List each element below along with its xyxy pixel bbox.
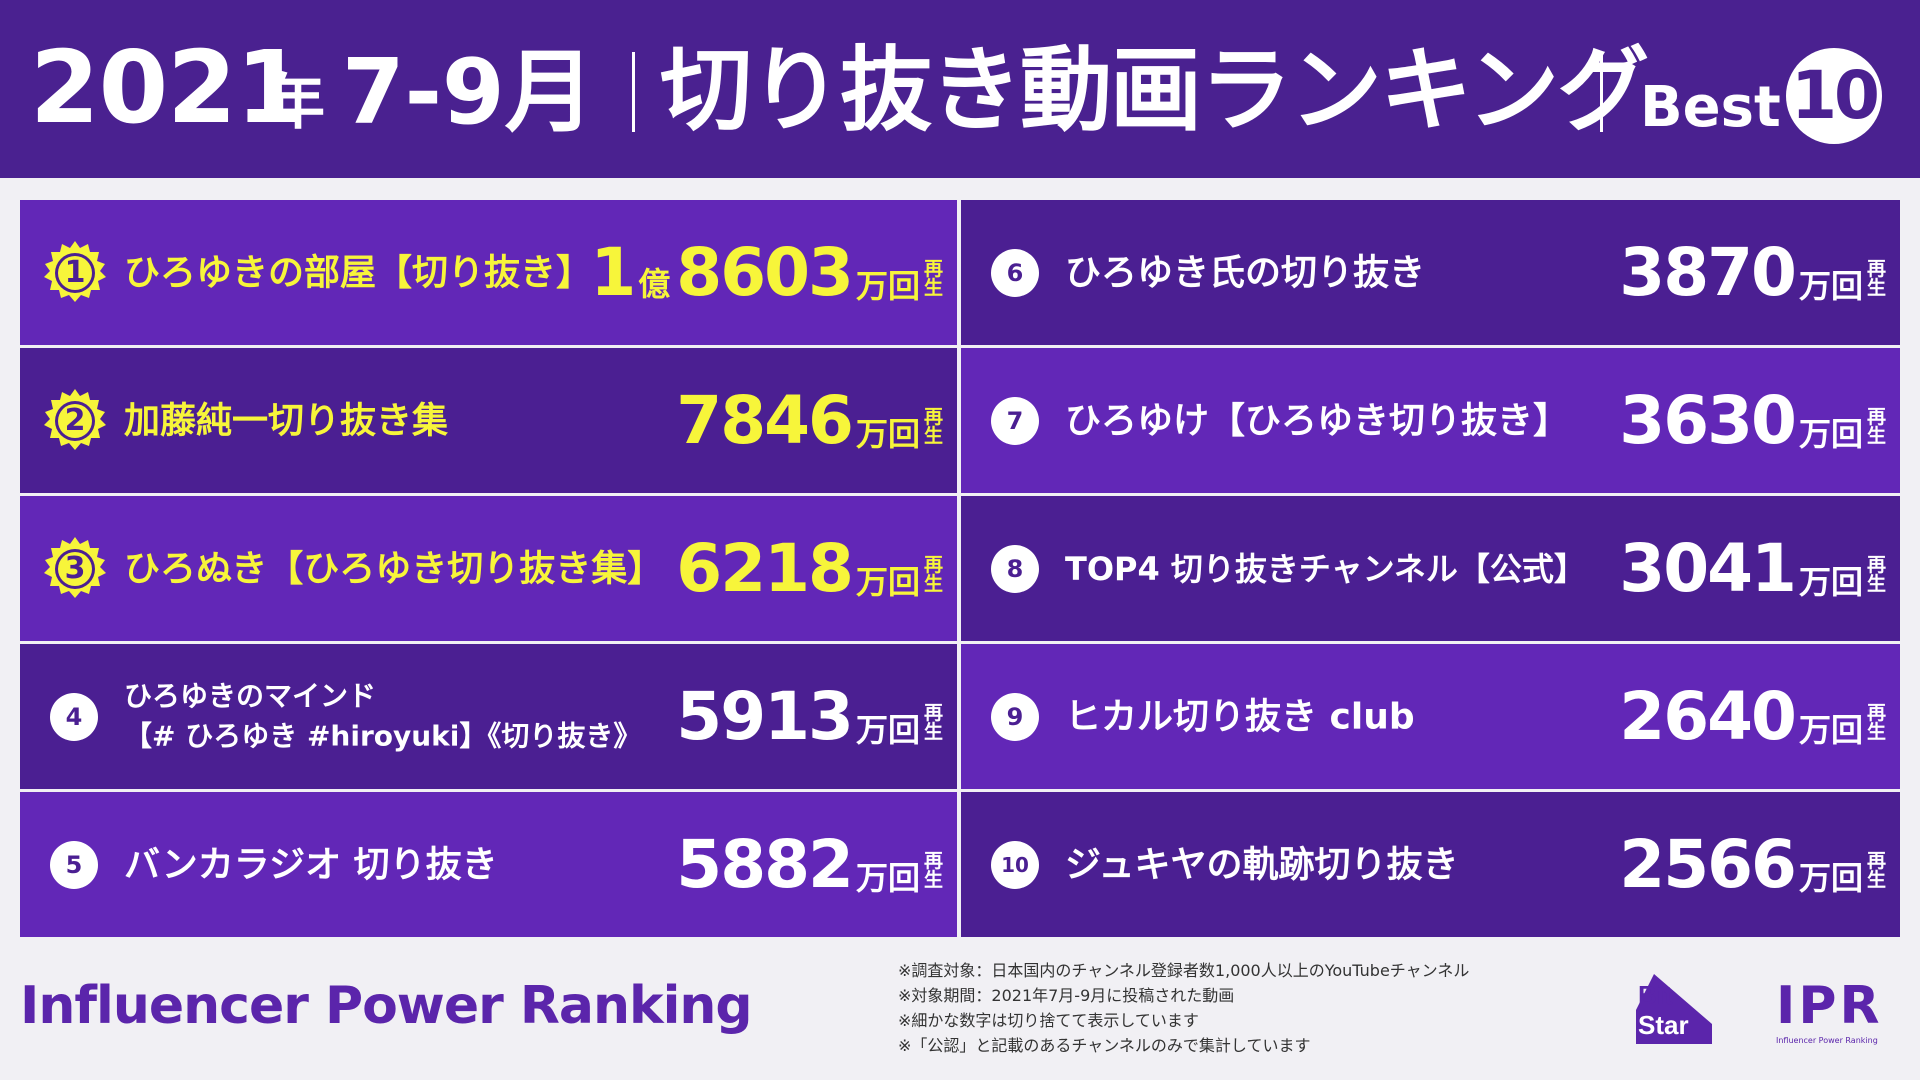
view-count: 2566 万回 再生 xyxy=(1619,825,1886,903)
channel-name: ジュキヤの軌跡切り抜き xyxy=(1065,843,1459,885)
ranking-row-3: 3 ひろぬき【ひろゆき切り抜き集】 6218 万回 再生 xyxy=(20,496,957,641)
play-label: 再生 xyxy=(1866,257,1886,299)
rank-number-badge: 8 xyxy=(991,544,1039,593)
play-label: 再生 xyxy=(923,849,943,891)
view-count-value: 5913 xyxy=(676,677,854,755)
play-label: 再生 xyxy=(1866,701,1886,743)
ranking-row-5: 5 バンカラジオ 切り抜き 5882 万回 再生 xyxy=(20,792,957,937)
view-count-unit: 万回 xyxy=(1798,710,1863,749)
view-count-unit: 万回 xyxy=(855,710,920,749)
view-count-unit: 万回 xyxy=(855,562,920,601)
footnote-line: ※調査対象：日本国内のチャンネル登録者数1,000人以上のYouTubeチャンネ… xyxy=(898,961,1470,980)
view-count-value: 3870 xyxy=(1619,233,1797,311)
channel-name: ひろゆけ【ひろゆき切り抜き】 xyxy=(1065,399,1570,441)
best-count-badge: 10 xyxy=(1786,48,1882,144)
rank-number-badge: 7 xyxy=(991,396,1039,445)
rank-number: 3 xyxy=(64,551,86,586)
play-label: 再生 xyxy=(1866,849,1886,891)
view-count-unit: 万回 xyxy=(855,858,920,897)
footnote-line: ※「公認」と記載のあるチャンネルのみで集計しています xyxy=(898,1036,1311,1055)
header-title: 切り抜き動画ランキング xyxy=(660,37,1649,144)
view-count: 7846 万回 再生 xyxy=(676,381,943,459)
view-count: 2640 万回 再生 xyxy=(1619,677,1886,755)
rank-number-badge: 5 xyxy=(50,840,98,889)
view-count-value: 5882 xyxy=(676,825,854,903)
view-count-value: 7846 xyxy=(676,381,854,459)
header-year-suffix: 年 xyxy=(265,68,325,138)
view-count-unit: 万回 xyxy=(1798,414,1863,453)
rank-number-badge: 10 xyxy=(991,840,1039,889)
rank-number: 1 xyxy=(64,255,86,290)
view-count-value: 8603 xyxy=(676,233,854,311)
view-count-unit: 万回 xyxy=(1798,266,1863,305)
bitstar-logo-line1: Bit xyxy=(1638,980,1673,1010)
rank-number: 2 xyxy=(64,403,86,438)
gold-medal-icon: 2 xyxy=(42,388,108,454)
channel-name: ひろゆきの部屋【切り抜き】 xyxy=(124,251,593,293)
view-count-oku-unit: 億 xyxy=(638,264,671,303)
ipr-logo-subtitle: Influencer Power Ranking xyxy=(1776,1036,1878,1045)
channel-name: ひろゆき氏の切り抜き xyxy=(1065,251,1426,293)
ranking-row-4: 4 ひろゆきのマインド 【# ひろゆき #hiroyuki】《切り抜き》 591… xyxy=(20,644,957,789)
ipr-logo: IPR Influencer Power Ranking xyxy=(1776,980,1886,1052)
view-count: 3041 万回 再生 xyxy=(1619,529,1886,607)
channel-name: ひろぬき【ひろゆき切り抜き集】 xyxy=(124,547,664,589)
bitstar-logo-line2: Star xyxy=(1638,1010,1689,1040)
header-months: 7-9月 xyxy=(342,40,595,145)
view-count-value: 3630 xyxy=(1619,381,1797,459)
view-count: 3630 万回 再生 xyxy=(1619,381,1886,459)
ranking-row-9: 9 ヒカル切り抜き club 2640 万回 再生 xyxy=(961,644,1900,789)
ranking-row-7: 7 ひろゆけ【ひろゆき切り抜き】 3630 万回 再生 xyxy=(961,348,1900,493)
footnotes: ※調査対象：日本国内のチャンネル登録者数1,000人以上のYouTubeチャンネ… xyxy=(898,958,1469,1058)
view-count-unit: 万回 xyxy=(1798,858,1863,897)
gold-medal-icon: 3 xyxy=(42,536,108,602)
brand-title: Influencer Power Ranking xyxy=(20,976,753,1036)
gold-medal-icon: 1 xyxy=(42,240,108,306)
play-label: 再生 xyxy=(1866,553,1886,595)
rank-number-badge: 6 xyxy=(991,248,1039,297)
play-label: 再生 xyxy=(1866,405,1886,447)
channel-name: ヒカル切り抜き club xyxy=(1065,695,1415,737)
header-year: 2021 xyxy=(30,29,305,146)
ranking-row-1: 1 ひろゆきの部屋【切り抜き】 1 億 8603 万回 再生 xyxy=(20,200,957,345)
header-divider xyxy=(1600,52,1603,132)
view-count-unit: 万回 xyxy=(855,266,920,305)
view-count-value: 2640 xyxy=(1619,677,1797,755)
view-count-unit: 万回 xyxy=(1798,562,1863,601)
bitstar-logo: Bit Star xyxy=(1636,974,1712,1044)
play-label: 再生 xyxy=(923,257,943,299)
view-count-oku-value: 1 xyxy=(590,233,636,311)
ranking-row-6: 6 ひろゆき氏の切り抜き 3870 万回 再生 xyxy=(961,200,1900,345)
view-count: 6218 万回 再生 xyxy=(676,529,943,607)
ranking-row-8: 8 TOP4 切り抜きチャンネル【公式】 3041 万回 再生 xyxy=(961,496,1900,641)
channel-name: 加藤純一切り抜き集 xyxy=(124,399,449,441)
ranking-row-10: 10 ジュキヤの軌跡切り抜き 2566 万回 再生 xyxy=(961,792,1900,937)
view-count: 1 億 8603 万回 再生 xyxy=(590,233,943,311)
view-count: 5882 万回 再生 xyxy=(676,825,943,903)
header-banner: 2021 年 7-9月 切り抜き動画ランキング Best 10 xyxy=(0,0,1920,178)
channel-name: ひろゆきのマインド 【# ひろゆき #hiroyuki】《切り抜き》 xyxy=(124,676,641,757)
view-count-value: 2566 xyxy=(1619,825,1797,903)
view-count-unit: 万回 xyxy=(855,414,920,453)
play-label: 再生 xyxy=(923,553,943,595)
rank-number-badge: 4 xyxy=(50,692,98,741)
channel-name-line: ひろゆきのマインド xyxy=(124,678,377,712)
footnote-line: ※細かな数字は切り捨てて表示しています xyxy=(898,1011,1199,1030)
view-count-value: 3041 xyxy=(1619,529,1797,607)
footnote-line: ※対象期間：2021年7月-9月に投稿された動画 xyxy=(898,986,1235,1005)
play-label: 再生 xyxy=(923,701,943,743)
header-best-label: Best xyxy=(1640,75,1781,140)
view-count: 5913 万回 再生 xyxy=(676,677,943,755)
ranking-row-2: 2 加藤純一切り抜き集 7846 万回 再生 xyxy=(20,348,957,493)
view-count: 3870 万回 再生 xyxy=(1619,233,1886,311)
header-divider xyxy=(632,52,635,132)
ipr-logo-mark: IPR xyxy=(1776,976,1883,1036)
play-label: 再生 xyxy=(923,405,943,447)
channel-name: バンカラジオ 切り抜き xyxy=(124,843,498,885)
channel-name-line: 【# ひろゆき #hiroyuki】《切り抜き》 xyxy=(124,719,642,753)
view-count-value: 6218 xyxy=(676,529,854,607)
channel-name: TOP4 切り抜きチャンネル【公式】 xyxy=(1065,549,1586,588)
rank-number-badge: 9 xyxy=(991,692,1039,741)
